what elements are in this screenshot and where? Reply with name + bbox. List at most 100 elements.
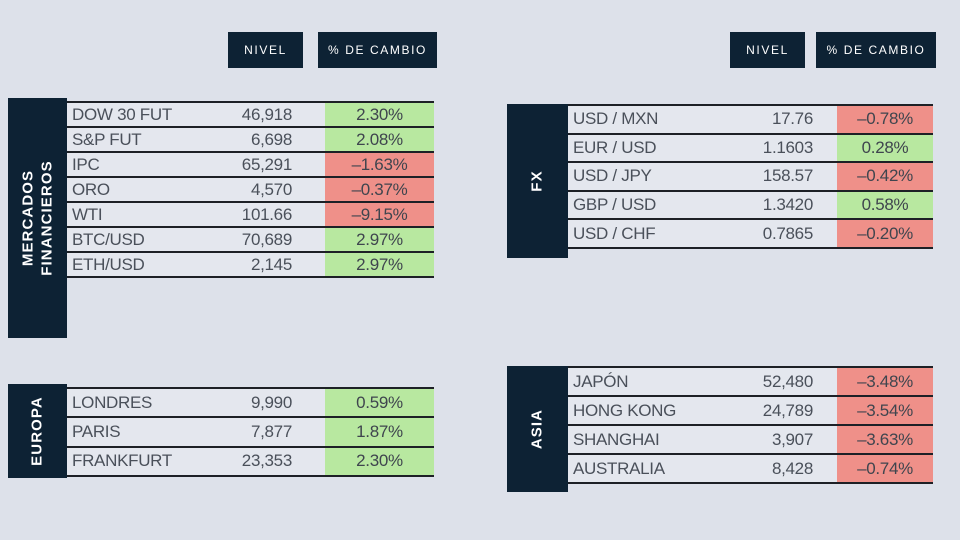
row-level: 158.57 [762,166,814,186]
row-label: ETH/USD [72,254,145,274]
column-header-cambio-right: % DE CAMBIO [816,32,936,68]
row-change: –0.20% [837,220,933,247]
row-label: GBP / USD [573,195,656,215]
table-row: ORO 4,570 –0.37% [67,178,434,203]
section-title-asia: ASIA [528,409,547,449]
row-change: 0.59% [325,389,434,417]
row-label: IPC [72,154,100,174]
row-level: 65,291 [241,154,293,174]
row-change: –3.54% [837,397,933,424]
section-title-line: ASIA [528,408,546,450]
table-row: USD / CHF 0.7865 –0.20% [568,220,933,249]
section-label-block-mercados: MERCADOS FINANCIEROS [8,98,67,338]
section-title-line: EUROPA [28,396,46,466]
row-label: BTC/USD [72,229,145,249]
section-title-fx: FX [528,170,547,191]
row-label: JAPÓN [573,371,629,391]
row-label: USD / CHF [573,223,656,243]
table-row: USD / JPY 158.57 –0.42% [568,163,933,192]
row-change: 2.30% [325,447,434,475]
section-title-europa: EUROPA [28,396,47,466]
table-row: FRANKFURT 23,353 2.30% [67,447,434,477]
row-change: –3.63% [837,426,933,453]
row-label: FRANKFURT [72,451,172,471]
table-asia: ASIA JAPÓN 52,480 –3.48% HONG KONG 24,78… [507,366,933,492]
row-label: LONDRES [72,392,153,412]
row-label: EUR / USD [573,137,657,157]
table-rows-mercados: DOW 30 FUT 46,918 2.30% S&P FUT 6,698 2.… [67,101,434,278]
row-level: 9,990 [250,392,292,412]
table-row: HONG KONG 24,789 –3.54% [568,397,933,426]
table-row: GBP / USD 1.3420 0.58% [568,191,933,221]
table-row: DOW 30 FUT 46,918 2.30% [67,103,434,128]
row-label: ORO [72,179,110,199]
row-level: 101.66 [241,204,293,224]
table-rows-fx: USD / MXN 17.76 –0.78% EUR / USD 1.1603 … [568,104,933,249]
section-label-block-fx: FX [507,104,568,258]
row-label: USD / JPY [573,166,652,186]
table-row: SHANGHAI 3,907 –3.63% [568,426,933,455]
row-change: 1.87% [325,418,434,446]
section-title-line: FINANCIEROS [37,160,55,276]
table-row: EUR / USD 1.1603 0.28% [568,134,933,164]
table-row: AUSTRALIA 8,428 –0.74% [568,455,933,484]
row-level: 7,877 [250,421,292,441]
row-level: 6,698 [250,129,292,149]
row-change: 2.08% [325,128,434,151]
row-label: SHANGHAI [573,429,660,449]
row-level: 17.76 [771,109,813,129]
row-label: DOW 30 FUT [72,104,172,124]
row-level: 70,689 [241,229,293,249]
section-label-block-europa: EUROPA [8,384,67,478]
table-row: PARIS 7,877 1.87% [67,418,434,448]
row-level: 4,570 [250,179,292,199]
row-level: 1.1603 [762,137,814,157]
table-row: WTI 101.66 –9.15% [67,203,434,228]
row-change: –0.37% [325,178,434,201]
table-row: JAPÓN 52,480 –3.48% [568,368,933,397]
row-level: 46,918 [241,104,293,124]
row-change: –9.15% [325,203,434,226]
row-change: 2.97% [325,228,434,251]
row-level: 2,145 [250,254,292,274]
row-change: –0.42% [837,163,933,190]
table-mercados-financieros: MERCADOS FINANCIEROS DOW 30 FUT 46,918 2… [8,98,434,338]
table-row: BTC/USD 70,689 2.97% [67,228,434,253]
row-level: 0.7865 [762,223,814,243]
row-label: HONG KONG [573,400,677,420]
row-level: 24,789 [762,400,814,420]
table-fx: FX USD / MXN 17.76 –0.78% EUR / USD 1.16… [507,104,933,258]
row-change: 2.30% [325,103,434,126]
section-title-line: MERCADOS [18,169,36,267]
row-change: 0.28% [837,134,933,162]
row-level: 1.3420 [762,195,814,215]
row-level: 3,907 [771,429,813,449]
row-label: AUSTRALIA [573,458,665,478]
row-level: 8,428 [771,458,813,478]
table-row: S&P FUT 6,698 2.08% [67,128,434,153]
row-label: S&P FUT [72,129,142,149]
row-level: 23,353 [241,451,293,471]
table-row: LONDRES 9,990 0.59% [67,389,434,419]
row-label: USD / MXN [573,109,659,129]
column-header-cambio-left: % DE CAMBIO [318,32,437,68]
table-rows-asia: JAPÓN 52,480 –3.48% HONG KONG 24,789 –3.… [568,366,933,484]
row-change: –0.78% [837,106,933,133]
column-header-nivel-right: NIVEL [730,32,805,68]
row-level: 52,480 [762,371,814,391]
table-row: ETH/USD 2,145 2.97% [67,253,434,278]
table-row: IPC 65,291 –1.63% [67,153,434,178]
table-europa: EUROPA LONDRES 9,990 0.59% PARIS 7,877 1… [8,384,434,478]
row-change: 0.58% [837,191,933,219]
row-label: PARIS [72,421,121,441]
column-header-nivel-left: NIVEL [228,32,303,68]
section-label-block-asia: ASIA [507,366,568,492]
section-title-mercados: MERCADOS FINANCIEROS [19,160,57,275]
row-label: WTI [72,204,103,224]
row-change: –1.63% [325,153,434,176]
row-change: –0.74% [837,455,933,482]
row-change: –3.48% [837,368,933,395]
row-change: 2.97% [325,253,434,276]
table-rows-europa: LONDRES 9,990 0.59% PARIS 7,877 1.87% FR… [67,387,434,477]
table-row: USD / MXN 17.76 –0.78% [568,106,933,135]
